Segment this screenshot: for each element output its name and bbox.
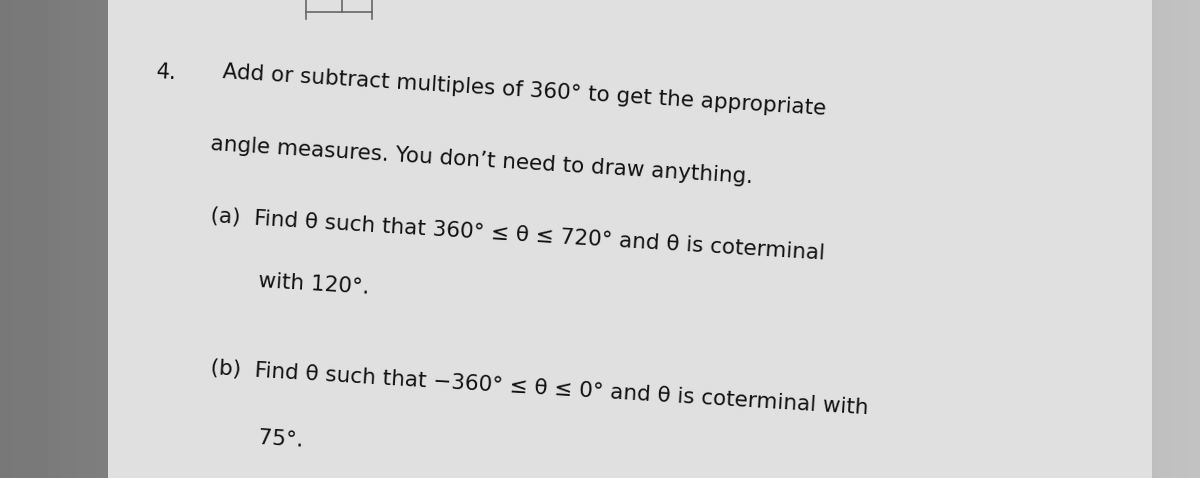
FancyBboxPatch shape — [108, 0, 1152, 478]
Text: (b)  Find θ such that −360° ≤ θ ≤ 0° and θ is coterminal with: (b) Find θ such that −360° ≤ θ ≤ 0° and … — [210, 358, 869, 419]
Text: 4.: 4. — [156, 62, 178, 83]
Text: angle measures. You don’t need to draw anything.: angle measures. You don’t need to draw a… — [210, 134, 754, 187]
Text: (a)  Find θ such that 360° ≤ θ ≤ 720° and θ is coterminal: (a) Find θ such that 360° ≤ θ ≤ 720° and… — [210, 206, 826, 263]
Text: Add or subtract multiples of 360° to get the appropriate: Add or subtract multiples of 360° to get… — [222, 62, 827, 119]
Text: with 120°.: with 120°. — [210, 268, 370, 297]
Text: 75°.: 75°. — [210, 425, 304, 451]
